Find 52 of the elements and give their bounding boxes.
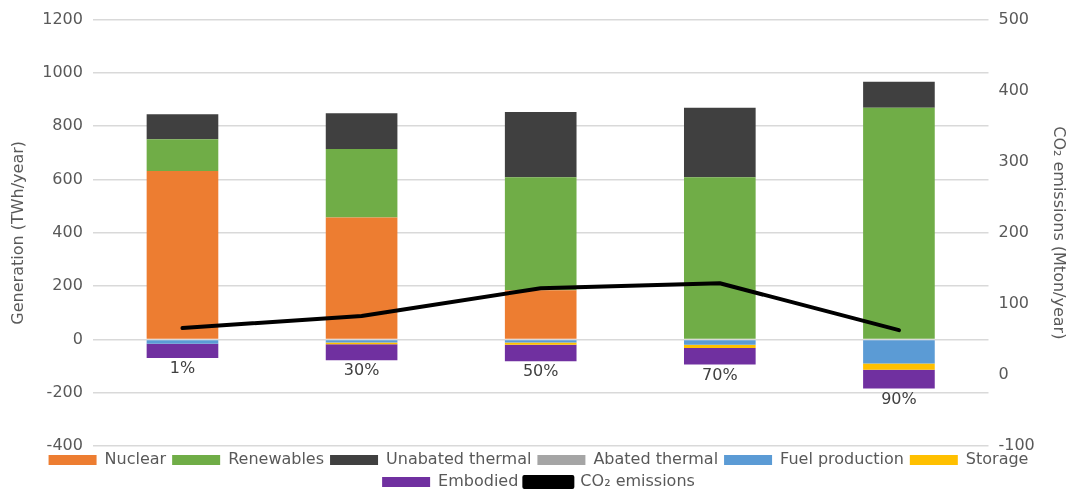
y-tick-label: 0: [72, 328, 83, 348]
bar: [683, 107, 756, 178]
legend-label: Abated thermal: [593, 449, 719, 469]
bar: [504, 290, 577, 339]
bar: [146, 114, 219, 140]
y-tick-label: 1200: [42, 8, 83, 28]
bar: [863, 107, 935, 339]
bar: [504, 112, 577, 178]
y2-tick-label: 400: [998, 79, 1030, 99]
x-tick-label: 1%: [169, 358, 196, 378]
bar: [325, 217, 398, 339]
y2-axis-title: CO₂ emissions (Mton/year): [1050, 126, 1070, 340]
legend-label: Nuclear: [104, 449, 167, 469]
legend-label: Fuel production: [780, 449, 904, 469]
bar: [683, 347, 756, 365]
bar: [146, 343, 219, 359]
bar: [325, 344, 398, 361]
bar: [146, 340, 219, 344]
y2-tick-label: 300: [998, 150, 1030, 170]
y2-tick-label: 200: [998, 221, 1030, 241]
bar: [683, 177, 756, 339]
bar: [325, 149, 398, 218]
y-tick-label: 200: [52, 275, 83, 295]
legend-label: Embodied: [438, 471, 519, 491]
y-tick-label: 600: [52, 168, 83, 188]
x-tick-label: 50%: [522, 361, 559, 381]
bar: [683, 340, 756, 345]
bar: [504, 177, 577, 291]
legend-label: Renewables: [228, 449, 325, 469]
bar: [683, 344, 756, 348]
bar: [863, 369, 935, 389]
y2-tick-label: 0: [998, 364, 1009, 384]
bar: [863, 81, 935, 108]
bar: [504, 344, 577, 362]
x-tick-label: 70%: [702, 364, 738, 384]
y-tick-label: -400: [46, 435, 83, 455]
bar: [863, 363, 935, 370]
legend-label: Unabated thermal: [386, 449, 532, 469]
y-tick-label: 800: [52, 115, 83, 135]
y-axis-title: Generation (TWh/year): [7, 140, 27, 325]
x-tick-label: 90%: [881, 388, 917, 408]
y2-tick-label: 500: [998, 8, 1030, 28]
legend-label: CO₂ emissions: [580, 471, 695, 491]
bar: [863, 340, 935, 364]
bar: [325, 113, 398, 150]
x-tick-label: 30%: [343, 360, 380, 380]
bar: [146, 139, 219, 171]
y-tick-label: 400: [52, 221, 83, 241]
y-tick-label: -200: [46, 381, 83, 401]
y-tick-label: 1000: [42, 62, 83, 82]
bar: [146, 170, 219, 339]
y2-tick-label: 100: [998, 293, 1030, 313]
